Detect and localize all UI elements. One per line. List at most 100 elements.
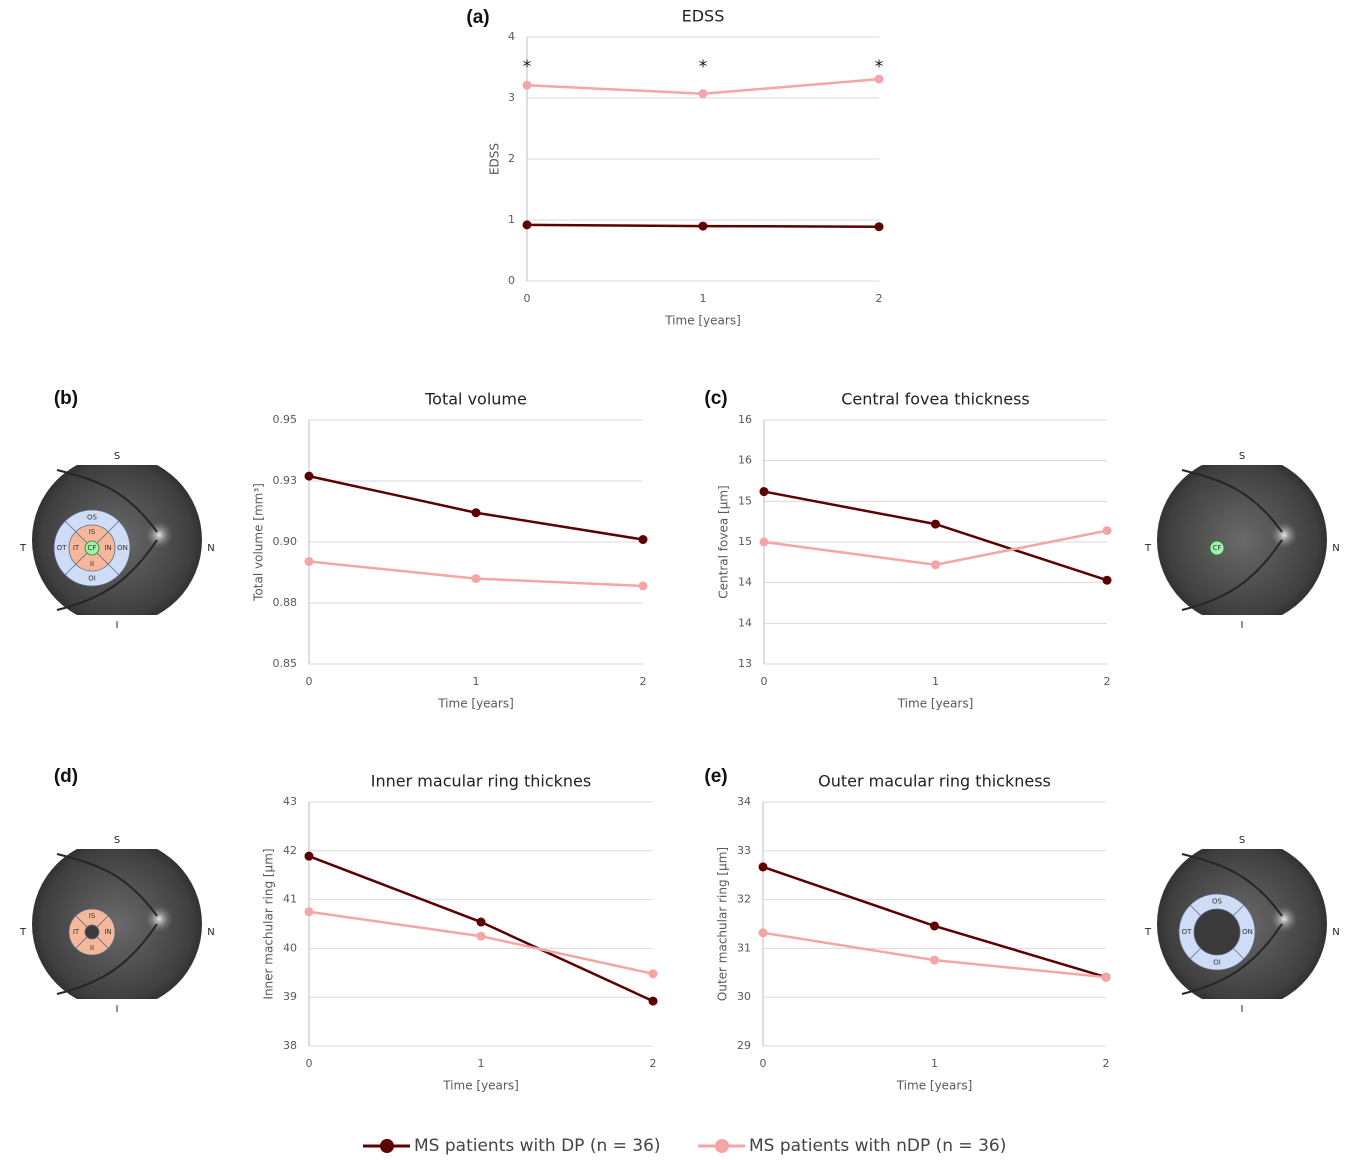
series-line (763, 933, 1106, 977)
x-tick-label: 0 (524, 292, 531, 305)
data-point (875, 222, 884, 231)
x-axis-title: Time [years] (664, 314, 741, 328)
x-tick-label: 1 (932, 675, 939, 688)
panel-label: (e) (704, 766, 727, 787)
data-point (931, 520, 940, 529)
y-tick-label: 14 (738, 576, 752, 589)
data-point (1103, 576, 1112, 585)
panel-label: (b) (54, 388, 78, 409)
y-tick-label: 0.93 (273, 474, 298, 487)
series-line (764, 531, 1107, 565)
compass-label: I (1241, 1004, 1244, 1015)
compass-label: N (207, 543, 214, 554)
y-tick-label: 41 (283, 893, 297, 906)
fovea (1194, 909, 1240, 955)
x-tick-label: 1 (473, 675, 480, 688)
compass-label: T (1144, 927, 1152, 938)
fundus-diagram: STNIOSOTONOI (1144, 835, 1340, 1015)
optic-disc (145, 905, 173, 933)
zone-label: IT (73, 544, 80, 552)
data-point (523, 81, 532, 90)
fundus (32, 839, 202, 1009)
chart-title: Total volume (424, 390, 527, 409)
annotation: * (699, 57, 708, 77)
zone-label: IS (89, 528, 96, 536)
x-tick-label: 1 (931, 1057, 938, 1070)
x-tick-label: 0 (306, 675, 313, 688)
zone-label: CF (88, 544, 97, 552)
y-axis-title: Total volume [mm³] (252, 483, 266, 602)
data-point (931, 560, 940, 569)
y-tick-label: 31 (737, 941, 751, 954)
legend-label: MS patients with DP (n = 36) (414, 1136, 661, 1156)
data-point (639, 581, 648, 590)
x-tick-label: 2 (876, 292, 883, 305)
panel-label: (c) (704, 388, 727, 409)
compass-label: T (1144, 543, 1152, 554)
y-tick-label: 0.95 (273, 413, 298, 426)
zone-label: OS (1212, 898, 1223, 906)
y-tick-label: 16 (738, 413, 752, 426)
data-point (477, 932, 486, 941)
y-tick-label: 34 (737, 795, 751, 808)
chart-title: Outer macular ring thickness (818, 772, 1051, 791)
data-point (649, 969, 658, 978)
y-tick-label: 32 (737, 893, 751, 906)
data-point (523, 220, 532, 229)
y-tick-label: 0.88 (273, 596, 298, 609)
zone-label: OI (88, 575, 96, 583)
annotation: * (523, 57, 532, 77)
compass-label: T (19, 927, 27, 938)
data-point (639, 535, 648, 544)
compass-label: I (116, 620, 119, 631)
y-tick-label: 13 (738, 657, 752, 670)
x-tick-label: 0 (761, 675, 768, 688)
x-axis-title: Time [years] (442, 1079, 519, 1093)
zone-label: II (90, 560, 94, 568)
data-point (305, 557, 314, 566)
legend-label: MS patients with nDP (n = 36) (749, 1136, 1006, 1156)
x-tick-label: 1 (478, 1057, 485, 1070)
y-axis-title: EDSS (488, 143, 502, 175)
x-tick-label: 0 (306, 1057, 313, 1070)
data-point (1102, 973, 1111, 982)
panel-label: (d) (54, 766, 78, 787)
y-tick-label: 38 (283, 1039, 297, 1052)
compass-label: S (114, 451, 120, 462)
y-tick-label: 14 (738, 616, 752, 629)
x-tick-label: 2 (1104, 675, 1111, 688)
y-tick-label: 39 (283, 990, 297, 1003)
y-tick-label: 29 (737, 1039, 751, 1052)
compass-label: S (1239, 451, 1245, 462)
x-tick-label: 2 (640, 675, 647, 688)
zone-label: OT (57, 544, 68, 552)
y-tick-label: 0 (508, 274, 515, 287)
fundus-diagram: STNIOSOTONOIISITINIICF (19, 451, 215, 631)
zone-label: II (90, 944, 94, 952)
y-axis-title: Inner machular ring [µm] (262, 848, 276, 999)
series-line (309, 476, 643, 539)
center-zone (85, 925, 99, 939)
data-point (1103, 526, 1112, 535)
data-point (305, 907, 314, 916)
x-tick-label: 2 (650, 1057, 657, 1070)
compass-label: I (1241, 620, 1244, 631)
compass-label: I (116, 1004, 119, 1015)
compass-label: S (1239, 835, 1245, 846)
data-point (759, 862, 768, 871)
y-tick-label: 15 (738, 535, 752, 548)
data-point (305, 472, 314, 481)
x-axis-title: Time [years] (896, 1079, 973, 1093)
zone-label: ON (117, 544, 128, 552)
data-point (759, 928, 768, 937)
optic-disc (1270, 905, 1298, 933)
y-tick-label: 0.85 (273, 657, 298, 670)
y-tick-label: 4 (508, 30, 515, 43)
data-point (930, 921, 939, 930)
zone-label: IN (104, 928, 111, 936)
y-axis-title: Central fovea [µm] (717, 485, 731, 598)
compass-label: N (1332, 927, 1339, 938)
x-tick-label: 0 (760, 1057, 767, 1070)
y-tick-label: 43 (283, 795, 297, 808)
